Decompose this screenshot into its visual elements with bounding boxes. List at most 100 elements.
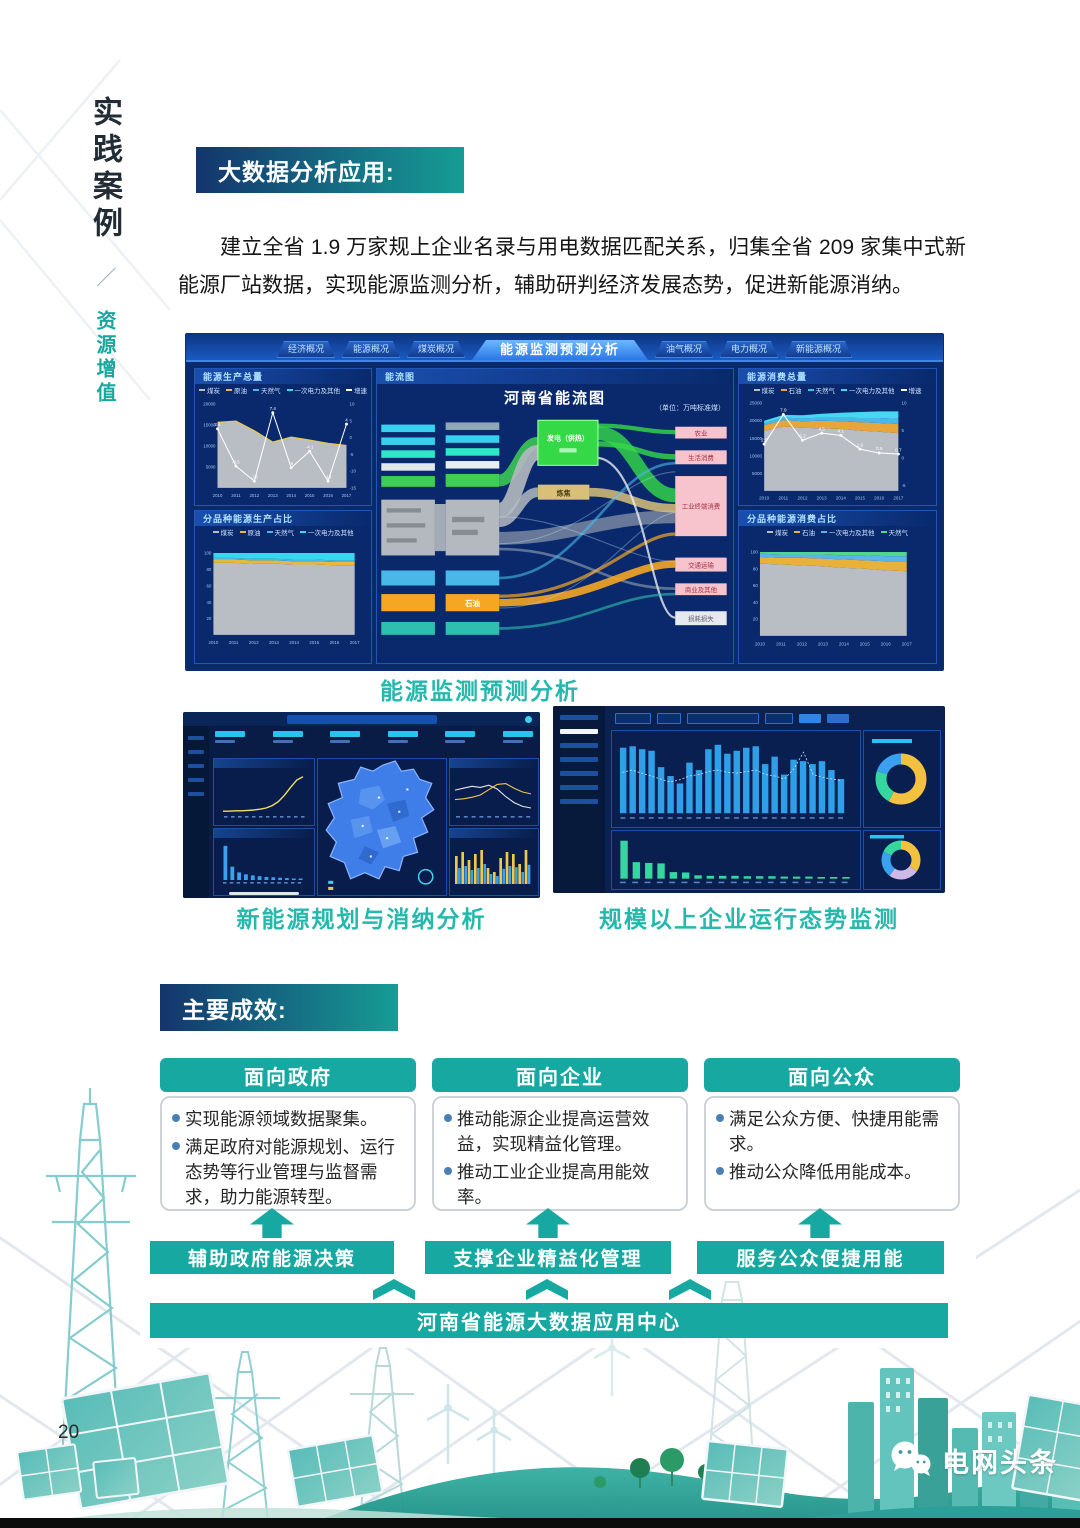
badge-label: 主要成效: bbox=[182, 996, 287, 1023]
corner-pattern bbox=[0, 59, 171, 401]
solar-panel-icon bbox=[701, 1439, 789, 1509]
svg-text:2012: 2012 bbox=[797, 641, 808, 646]
legend-production: 煤炭 原油 天然气 一次电力及其他 增速 bbox=[195, 385, 371, 395]
svg-text:2016: 2016 bbox=[323, 493, 333, 498]
svg-text:40: 40 bbox=[753, 600, 759, 605]
svg-text:2011: 2011 bbox=[229, 640, 239, 645]
brand-footer: 电网头条 bbox=[888, 1440, 1058, 1480]
svg-text:2016: 2016 bbox=[330, 640, 340, 645]
svg-text:100: 100 bbox=[750, 550, 758, 555]
sankey-node-transport: 交通运输 bbox=[688, 560, 714, 569]
sidebar-vertical-title: 实践案例 ／ 资源增值 bbox=[82, 96, 126, 406]
svg-text:10: 10 bbox=[902, 401, 908, 406]
title-divider: ／ bbox=[93, 267, 115, 287]
bullet-text: 推动公众降低用能成本。 bbox=[729, 1161, 922, 1182]
svg-text:80: 80 bbox=[206, 567, 211, 572]
caption-main: 能源监测预测分析 bbox=[380, 678, 580, 704]
panel-trend-lines bbox=[449, 758, 539, 826]
sankey-node-power: 发电（供热） bbox=[546, 434, 589, 443]
card-body-government: 实现能源领域数据聚集。 满足政府对能源规划、运行态势等行业管理与监督需求，助力能… bbox=[160, 1096, 416, 1211]
svg-text:2012: 2012 bbox=[249, 640, 259, 645]
panel-growth-curve bbox=[213, 758, 315, 826]
badge-label: 大数据分析应用: bbox=[218, 159, 395, 185]
kpi-item bbox=[330, 731, 361, 743]
bottom-border bbox=[0, 1518, 1080, 1528]
svg-text:2011: 2011 bbox=[776, 641, 786, 646]
tab-newenergy: 新能源概况 bbox=[785, 341, 852, 358]
panel-region-bars bbox=[213, 828, 315, 896]
wind-turbine-icon bbox=[593, 1326, 631, 1396]
svg-text:20000: 20000 bbox=[750, 418, 763, 423]
tab-economy: 经济概况 bbox=[277, 341, 335, 358]
bullet-dot-icon bbox=[716, 1114, 724, 1122]
brand-name: 电网头条 bbox=[942, 1447, 1058, 1478]
svg-text:60: 60 bbox=[753, 583, 759, 588]
chart-donut-industry bbox=[872, 739, 927, 805]
wechat-icon bbox=[891, 1441, 931, 1476]
bullet-dot-icon bbox=[172, 1141, 180, 1150]
chart-donut-type bbox=[870, 835, 921, 880]
henan-map bbox=[325, 760, 435, 890]
query-button bbox=[799, 714, 821, 723]
panel-title: 能源消费总量 bbox=[739, 369, 936, 384]
chart-production-total: 2.6-8.5-137.4-9-4.1-13420000150001000050… bbox=[203, 402, 357, 499]
panel-production-share: 分品种能源生产占比 煤炭 原油 天然气 一次电力及其他 100 80 60 40 20 2010… bbox=[194, 510, 372, 664]
chart-growth-curve bbox=[223, 776, 305, 818]
sankey-node-coking: 炼焦 bbox=[557, 488, 571, 497]
svg-text:2015: 2015 bbox=[860, 641, 871, 646]
panel-rank-bars bbox=[611, 830, 861, 890]
svg-text:20: 20 bbox=[753, 617, 759, 622]
intro-paragraph: 建立全省 1.9 万家规上企业名录与用电数据匹配关系，归集全省 209 家集中式… bbox=[178, 236, 966, 297]
solar-panel-icon bbox=[92, 1457, 140, 1499]
svg-text:2015: 2015 bbox=[855, 495, 866, 500]
scrollbar[interactable] bbox=[229, 892, 299, 895]
panel-title: 能源生产总量 bbox=[195, 369, 371, 384]
bullet-dot-icon bbox=[444, 1166, 452, 1175]
screenshot-enterprise-dashboard[interactable] bbox=[553, 706, 945, 893]
wind-turbines bbox=[426, 1326, 631, 1474]
kpi-item bbox=[215, 731, 245, 743]
svg-text:15000: 15000 bbox=[203, 423, 216, 428]
bullet-text: 满足政府对能源规划、运行态势等行业管理与监督需求，助力能源转型。 bbox=[185, 1136, 395, 1207]
panel-title: 分品种能源消费占比 bbox=[739, 511, 936, 526]
svg-text:20: 20 bbox=[206, 616, 211, 621]
card-head-government: 面向政府 bbox=[160, 1058, 416, 1092]
svg-text:2011: 2011 bbox=[778, 495, 788, 500]
svg-text:-15: -15 bbox=[350, 486, 357, 491]
chart-consumption-share: 100 80 60 40 20 2010 2011 2012 2013 2014 2015 2016 2… bbox=[750, 550, 912, 647]
panel-donut-top bbox=[863, 730, 941, 828]
svg-text:0.9: 0.9 bbox=[876, 446, 883, 451]
svg-text:0: 0 bbox=[350, 435, 353, 440]
sankey-node-residential: 生活消费 bbox=[688, 453, 714, 462]
bullet-item: 推动公众降低用能成本。 bbox=[716, 1160, 948, 1185]
chart-trend-lines bbox=[454, 783, 532, 818]
svg-text:60: 60 bbox=[206, 583, 211, 588]
svg-text:0: 0 bbox=[902, 456, 905, 461]
tab-energy: 能源概况 bbox=[342, 341, 400, 358]
map-control-icon bbox=[417, 868, 434, 885]
svg-text:-13: -13 bbox=[251, 475, 258, 480]
bullet-dot-icon bbox=[716, 1166, 724, 1175]
panel-donut-bottom bbox=[863, 830, 941, 890]
svg-text:2010: 2010 bbox=[213, 493, 223, 498]
caption-left: 新能源规划与消纳分析 bbox=[236, 906, 487, 932]
pillar-public: 服务公众便捷用能 bbox=[697, 1241, 944, 1274]
sankey-node-agriculture: 农业 bbox=[695, 428, 708, 437]
svg-text:-13: -13 bbox=[325, 475, 332, 480]
screenshot-newenergy-dashboard[interactable] bbox=[183, 712, 540, 898]
chart-output-bars bbox=[455, 850, 531, 884]
bullet-dot-icon bbox=[444, 1114, 452, 1122]
page-number: 20 bbox=[58, 1422, 80, 1443]
bullet-text: 满足公众方便、快捷用能需求。 bbox=[729, 1109, 939, 1154]
chart-consumption-total: 2.5 7.9 3.2 4.5 4.1 1.6 0.9 0.7 25000 20000 15000 1… bbox=[750, 401, 908, 501]
solar-panel-icon bbox=[286, 1434, 384, 1508]
svg-text:1.6: 1.6 bbox=[857, 442, 864, 447]
svg-text:15000: 15000 bbox=[750, 436, 763, 441]
user-icon bbox=[525, 716, 532, 723]
filter-select bbox=[765, 713, 793, 724]
svg-text:2016: 2016 bbox=[874, 495, 885, 500]
screenshot-energy-monitoring-dashboard[interactable]: 经济概况 能源概况 煤炭概况 能源监测预测分析 油气概况 电力概况 新能源概况 … bbox=[185, 333, 944, 671]
svg-text:7.4: 7.4 bbox=[270, 406, 277, 411]
svg-text:-8.5: -8.5 bbox=[232, 459, 240, 464]
